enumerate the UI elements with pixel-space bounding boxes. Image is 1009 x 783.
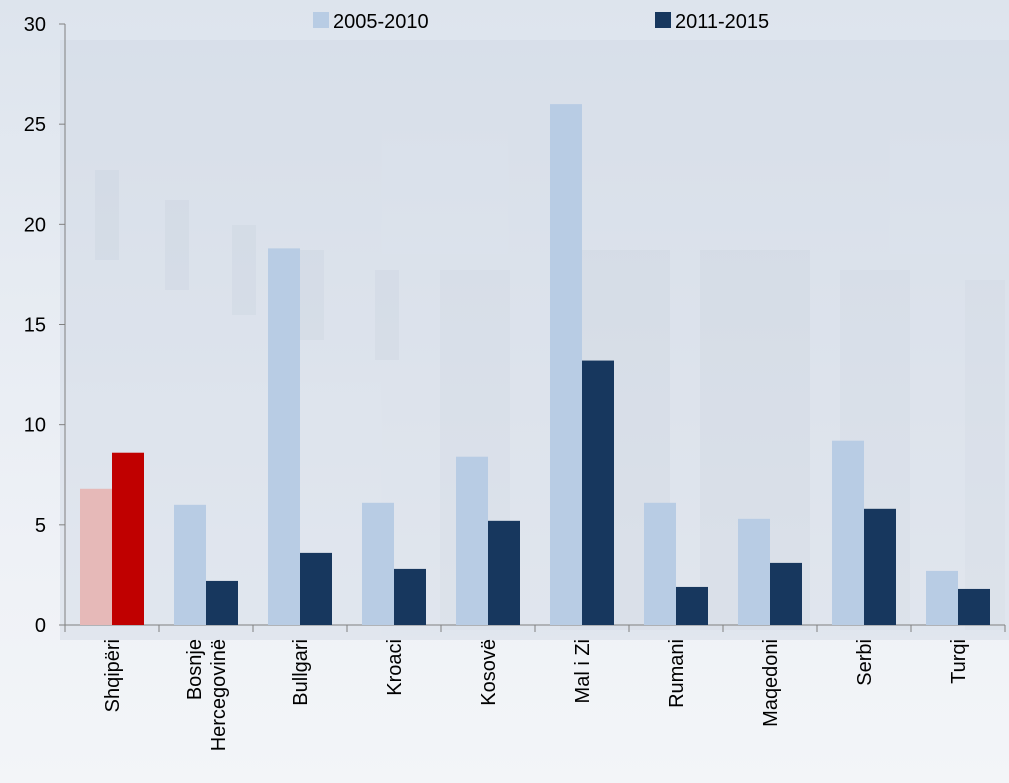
bar [206,580,238,625]
bar [456,456,488,625]
x-category-label: Maqedoni [760,639,782,727]
bar [926,570,958,625]
y-tick-label: 25 [24,114,46,136]
bar [550,104,582,626]
bar [174,504,206,625]
x-category-label: Hercegovinë [208,639,230,751]
bar [268,248,300,625]
x-category-label: Kosovë [478,639,500,706]
x-category-label: Shqipëri [102,639,124,712]
x-category-label: Kroaci [384,639,406,696]
labels: 0 5 10 15 20 25 30 Shqipëri Bosnje Hercegovinë Bul… [24,14,970,751]
bar [770,562,802,625]
legend-label: 2005-2010 [333,11,429,33]
y-tick-label: 10 [24,415,46,437]
legend: 2005-2010 2011-2015 [313,11,769,33]
bar [582,360,614,625]
bars [80,104,990,626]
y-tick-label: 5 [35,515,46,537]
bar [394,568,426,625]
legend-label: 2011-2015 [675,11,769,33]
bar [362,502,394,625]
legend-swatch [313,12,329,28]
bar [300,552,332,625]
y-tick-label: 15 [24,315,46,337]
bar [738,518,770,625]
y-tick-label: 0 [35,615,46,637]
bar [864,508,896,625]
x-category-label: Turqi [948,639,970,684]
x-category-label: Mal i Zi [572,639,594,703]
bar [80,488,112,625]
y-tick-label: 20 [24,214,46,236]
bar [676,586,708,625]
bar [958,588,990,625]
legend-swatch [655,12,671,28]
bar [112,452,144,625]
bar [832,440,864,625]
y-tick-label: 30 [24,14,46,36]
bar [488,520,520,625]
x-category-label: Serbi [854,639,876,686]
x-category-label: Bullgari [290,639,312,706]
bar [644,502,676,625]
x-category-label: Bosnje [184,639,206,700]
x-category-label: Rumani [666,639,688,708]
